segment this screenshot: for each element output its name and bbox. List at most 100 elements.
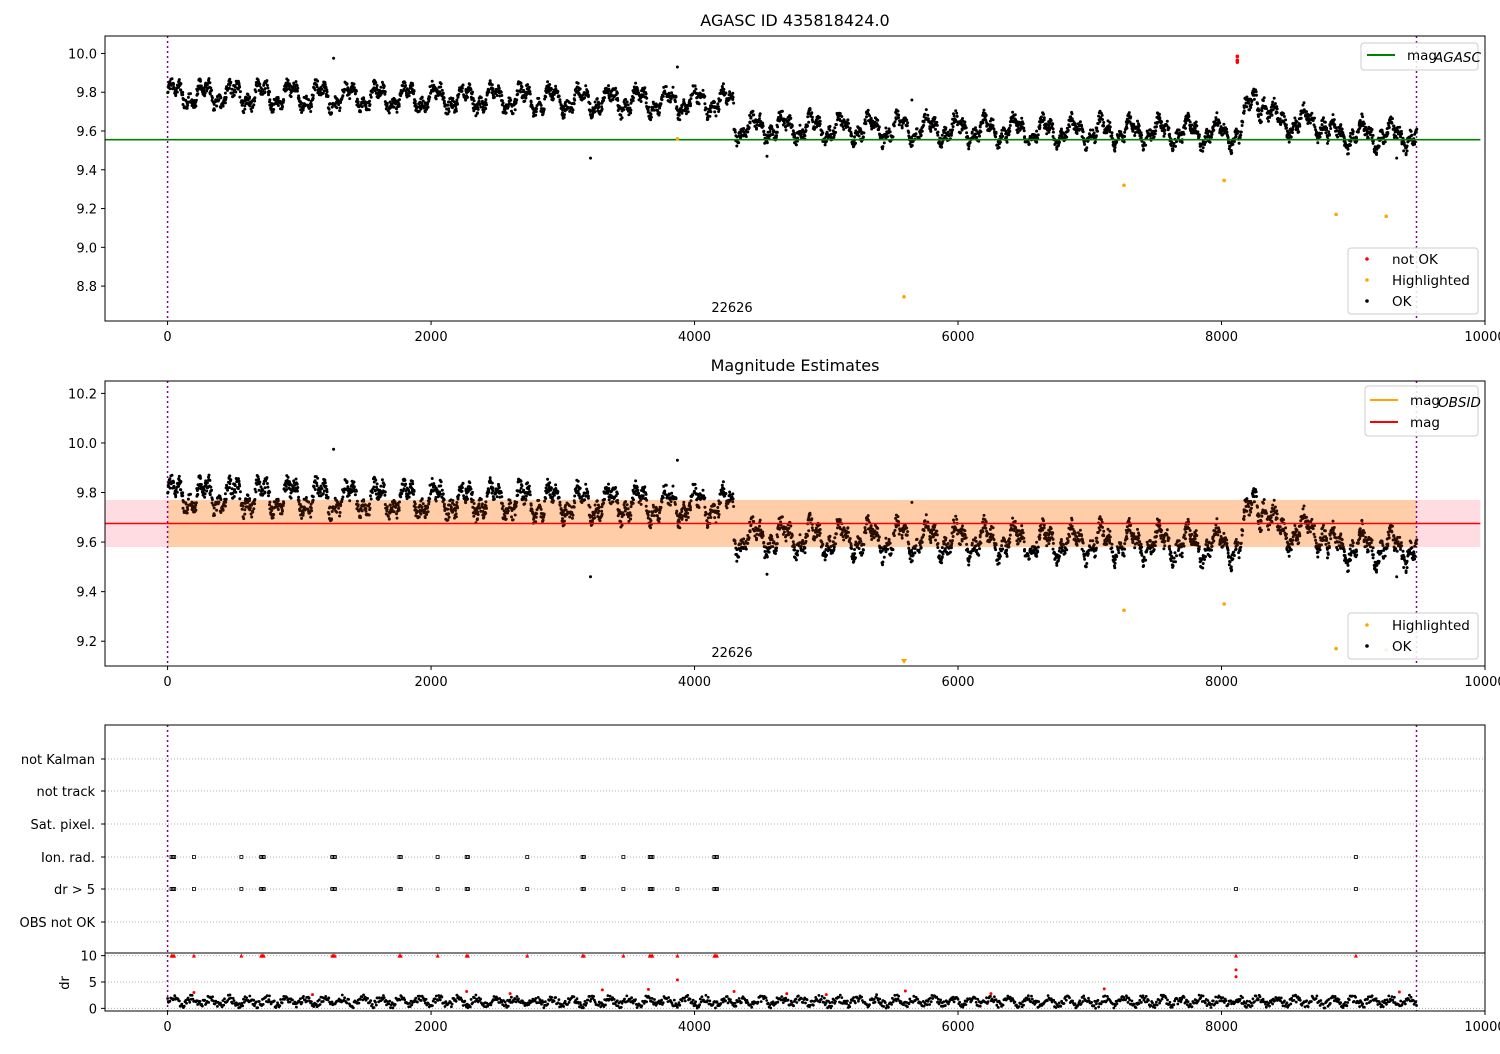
ok-point (383, 85, 386, 88)
ok-point (419, 513, 422, 516)
ok-point (806, 125, 809, 128)
ok-point (775, 134, 778, 137)
ok-point (776, 131, 779, 134)
ok-point (339, 504, 342, 507)
ok-point (224, 501, 227, 504)
ok-point (806, 115, 809, 118)
ok-point (348, 499, 351, 502)
ok-point (252, 103, 255, 106)
ok-point (839, 112, 842, 115)
ok-point (462, 494, 465, 497)
ok-point (709, 110, 712, 113)
ok-point (171, 77, 174, 80)
ok-point (1076, 132, 1079, 135)
ok-point (368, 514, 371, 517)
ok-point (231, 487, 234, 490)
ok-point (443, 498, 446, 501)
ok-point (296, 87, 299, 90)
ok-point (534, 114, 537, 117)
ok-point (612, 500, 615, 503)
ok-point (414, 506, 417, 509)
ok-point (552, 97, 555, 100)
ok-point (535, 512, 538, 515)
ok-point (535, 516, 538, 519)
ok-point (408, 496, 411, 499)
ok-point (277, 97, 280, 100)
ok-point (371, 491, 374, 494)
ok-point (865, 115, 868, 118)
ok-point (1241, 121, 1244, 124)
ok-point (243, 508, 246, 511)
ok-point (521, 484, 524, 487)
ok-point (456, 506, 459, 509)
ok-point (556, 491, 559, 494)
ok-point (266, 84, 269, 87)
ok-point (443, 97, 446, 100)
ok-point (457, 494, 460, 497)
ok-point (629, 109, 632, 112)
ok-point (878, 126, 881, 129)
ok-point (749, 121, 752, 124)
ok-point (766, 155, 769, 158)
ok-point (473, 99, 476, 102)
ok-point (386, 102, 389, 105)
ok-point (455, 501, 458, 504)
agasc-y-tick-label: 9.6 (76, 125, 97, 140)
ok-point (1333, 118, 1336, 121)
ok-point (185, 503, 188, 506)
ok-point (337, 507, 340, 510)
ok-point (456, 103, 459, 106)
ok-point (969, 141, 972, 144)
ok-point (233, 94, 236, 97)
ok-point (238, 497, 241, 500)
ok-point (523, 100, 526, 103)
ok-point (1111, 131, 1114, 134)
ok-point (234, 91, 237, 94)
ok-point (368, 100, 371, 103)
ok-point (1349, 144, 1352, 147)
ok-point (493, 498, 496, 501)
ok-point (384, 90, 387, 93)
ok-point (552, 499, 555, 502)
ok-point (361, 105, 364, 108)
ok-point (1235, 135, 1238, 138)
ok-point (484, 512, 487, 515)
ok-point (645, 101, 648, 104)
ok-point (1303, 101, 1306, 104)
ok-point (755, 126, 758, 129)
ok-point (1415, 131, 1418, 134)
ok-point (297, 496, 300, 499)
ok-point (353, 485, 356, 488)
ok-point (338, 515, 341, 518)
ok-point (388, 518, 391, 521)
ok-point (1361, 115, 1364, 118)
ok-point (454, 509, 457, 512)
ok-point (199, 475, 202, 478)
ok-point (1101, 114, 1104, 117)
ok-point (1007, 133, 1010, 136)
ok-point (1173, 142, 1176, 145)
ok-point (883, 141, 886, 144)
ok-point (967, 147, 970, 150)
ok-point (451, 97, 454, 100)
ok-point (1395, 157, 1398, 160)
ok-point (998, 146, 1001, 149)
ok-point (783, 122, 786, 125)
ok-point (357, 505, 360, 508)
ok-point (242, 111, 245, 114)
ok-point (1255, 90, 1258, 93)
ok-point (846, 125, 849, 128)
ok-point (215, 105, 218, 108)
not-ok-point (1236, 55, 1240, 59)
ok-point (1049, 119, 1052, 122)
ok-point (1114, 146, 1117, 149)
ok-point (911, 144, 914, 147)
ok-point (718, 108, 721, 111)
ok-point (529, 493, 532, 496)
ok-point (546, 80, 549, 83)
ok-point (1260, 113, 1263, 116)
ok-point (381, 478, 384, 481)
ok-point (1414, 141, 1417, 144)
ok-point (1388, 126, 1391, 129)
